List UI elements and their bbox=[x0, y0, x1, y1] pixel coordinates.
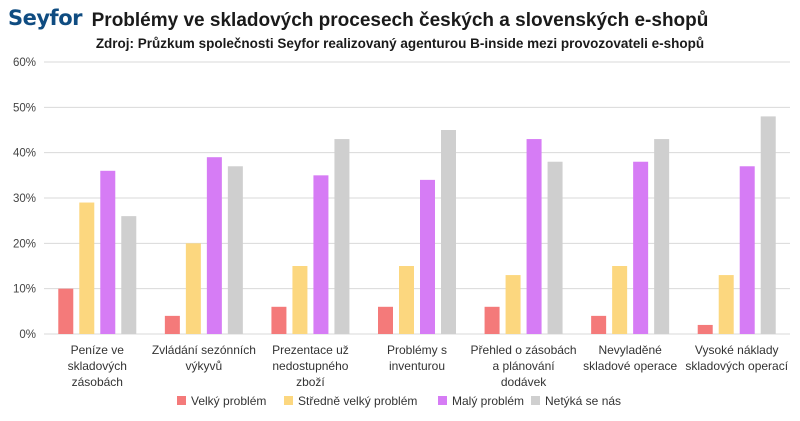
bar-4-7 bbox=[760, 116, 776, 335]
legend-label: Netýká se nás bbox=[545, 394, 621, 408]
x-category-label: Vysoké náklady skladových operací bbox=[685, 343, 788, 373]
bar-1-3 bbox=[271, 306, 287, 334]
bar-1-5 bbox=[484, 306, 500, 334]
legend-label: Malý problém bbox=[452, 394, 524, 408]
bar-4-2 bbox=[227, 166, 243, 334]
bar-4-1 bbox=[121, 216, 137, 334]
y-tick-label: 60% bbox=[13, 57, 36, 69]
legend-swatch bbox=[177, 396, 186, 405]
y-tick-label: 0% bbox=[19, 329, 36, 341]
bar-3-1 bbox=[100, 170, 116, 334]
bar-2-4 bbox=[399, 266, 414, 334]
bar-2-3 bbox=[292, 266, 308, 334]
bar-3-4 bbox=[420, 179, 435, 334]
legend: Velký problém Středně velký problém Malý p… bbox=[177, 394, 621, 408]
y-tick-label: 20% bbox=[13, 238, 36, 250]
legend-item: Netýká se nás bbox=[531, 394, 621, 408]
legend-swatch bbox=[531, 396, 540, 405]
bar-4-4 bbox=[441, 130, 456, 334]
y-tick-label: 10% bbox=[13, 284, 36, 296]
bar-1-1 bbox=[58, 288, 74, 334]
bar-3-5 bbox=[526, 139, 542, 334]
bar-4-5 bbox=[547, 161, 563, 334]
x-category-label: Peníze ve skladových zásobách bbox=[68, 343, 127, 389]
bar-2-6 bbox=[612, 266, 628, 334]
legend-item: Malý problém bbox=[438, 394, 524, 408]
chart-subtitle: Zdroj: Průzkum společnosti Seyfor realiz… bbox=[95, 36, 705, 51]
bar-4-3 bbox=[334, 139, 350, 334]
bar-2-5 bbox=[505, 275, 521, 334]
bar-2-1 bbox=[79, 202, 95, 334]
y-tick-label: 40% bbox=[13, 148, 36, 160]
legend-label: Velký problém bbox=[191, 394, 266, 408]
bar-1-7 bbox=[697, 324, 713, 334]
y-axis-ticks: 0% 10% 20% 30% 40% 50% 60% bbox=[13, 57, 36, 341]
x-category-label: Nevyladěné skladové operace bbox=[583, 343, 677, 373]
bar-2-2 bbox=[185, 243, 201, 334]
grid-lines bbox=[44, 61, 790, 335]
x-axis-categories: Peníze ve skladových zásobách Zvládání sezó… bbox=[68, 343, 789, 389]
bar-1-4 bbox=[378, 306, 393, 334]
x-category-label: Prezentace už nedostupného zboží bbox=[272, 343, 349, 389]
x-category-label: Přehled o zásobách a plánování dodávek bbox=[471, 343, 577, 389]
y-tick-label: 50% bbox=[13, 102, 36, 114]
bar-3-6 bbox=[633, 161, 649, 334]
legend-swatch bbox=[284, 396, 293, 405]
bar-3-2 bbox=[206, 157, 222, 334]
bar-3-7 bbox=[739, 166, 755, 334]
bar-1-2 bbox=[164, 315, 180, 334]
x-category-label: Problémy s inventurou bbox=[387, 343, 447, 373]
legend-swatch bbox=[438, 396, 447, 405]
y-tick-label: 30% bbox=[13, 193, 36, 205]
bar-1-6 bbox=[591, 315, 607, 334]
x-category-label: Zvládání sezónních výkyvů bbox=[152, 343, 256, 373]
bar-3-3 bbox=[313, 175, 329, 334]
bar-2-7 bbox=[718, 275, 734, 334]
seyfor-logo: Seyfor bbox=[8, 6, 82, 30]
legend-item: Velký problém bbox=[177, 394, 266, 408]
chart-title: Problémy ve skladových procesech českých… bbox=[91, 10, 709, 31]
bar-4-6 bbox=[654, 139, 670, 334]
legend-label: Středně velký problém bbox=[298, 394, 417, 408]
legend-item: Středně velký problém bbox=[284, 394, 417, 408]
bars bbox=[58, 116, 776, 335]
